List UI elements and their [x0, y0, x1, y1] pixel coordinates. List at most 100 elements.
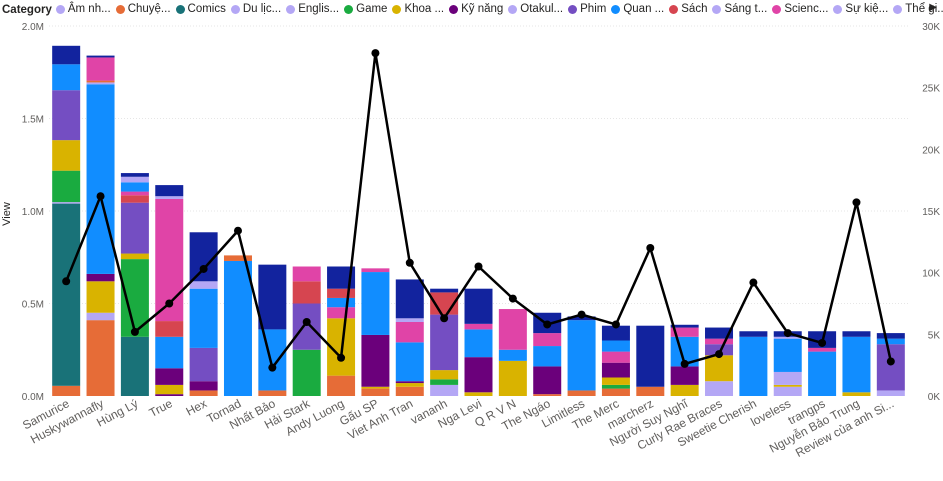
legend-label: Scienc... — [784, 3, 829, 16]
bar-segment — [601, 384, 630, 389]
legend-item[interactable]: Phim — [568, 3, 606, 15]
legend-item[interactable]: Comics — [175, 3, 226, 15]
legend-marker — [611, 4, 621, 14]
bar-segment — [601, 340, 630, 352]
bar-segment — [395, 381, 424, 384]
bar-segment — [464, 323, 493, 330]
bar-segment — [52, 203, 81, 386]
bar-segment — [395, 322, 424, 343]
bar-segment — [395, 342, 424, 382]
legend-marker — [449, 4, 459, 14]
legend-item[interactable]: Du lịc... — [230, 3, 281, 15]
y2-tick-label: 25K — [922, 84, 940, 95]
bar-segment — [567, 390, 596, 396]
bar-stack — [52, 45, 81, 396]
bar-segment — [773, 386, 802, 396]
legend-item[interactable]: Game — [344, 3, 387, 15]
bar-segment — [842, 392, 871, 396]
bar-segment — [189, 288, 218, 348]
legend-label: Thể gi... — [905, 3, 943, 16]
bar-segment — [739, 331, 768, 337]
legend-item[interactable]: Otakul... — [508, 3, 563, 15]
bar-stack — [601, 325, 630, 396]
bar-segment — [327, 288, 356, 298]
legend-item[interactable]: Chuyệ... — [115, 3, 171, 15]
legend-label: Khoa ... — [404, 3, 445, 16]
legend-marker — [392, 4, 402, 14]
series-point — [577, 310, 586, 319]
bar-segment — [395, 279, 424, 319]
y-tick-label: 1.5M — [22, 115, 44, 126]
series-point — [543, 320, 552, 329]
legend-marker — [712, 4, 722, 14]
series-point — [199, 264, 208, 273]
line-series — [62, 49, 895, 372]
legend-item[interactable]: Sáng t... — [712, 3, 767, 15]
bar-segment — [395, 386, 424, 396]
bar-segment — [120, 336, 149, 396]
bar-segment — [52, 64, 81, 91]
bar-segment — [86, 273, 115, 282]
chevron-right-icon[interactable]: ▶ — [929, 2, 937, 13]
legend-item[interactable]: Quan ... — [611, 3, 664, 15]
bar-segment — [636, 386, 665, 396]
bar-segment — [842, 336, 871, 393]
legend-item[interactable]: Scienc... — [772, 3, 828, 15]
series-point — [371, 49, 380, 58]
bar-stack — [636, 325, 665, 396]
series-point — [165, 299, 174, 308]
bar-segment — [189, 381, 218, 391]
series-point — [818, 338, 827, 347]
y2-tick-label: 0K — [928, 392, 941, 403]
legend-item[interactable]: Kỹ năng — [449, 3, 503, 15]
legend-marker — [508, 4, 518, 14]
y-tick-label: 0.0M — [22, 392, 44, 403]
bar-segment — [223, 260, 252, 396]
bar-segment — [430, 288, 459, 293]
y2-tick-label: 10K — [922, 269, 940, 280]
bar-segment — [258, 329, 287, 391]
bar-segment — [430, 379, 459, 385]
bar-segment — [120, 182, 149, 192]
legend-marker — [833, 4, 843, 14]
legend-item[interactable]: Âm nh... — [55, 3, 111, 15]
bar-segment — [842, 331, 871, 337]
y2-tick-label: 15K — [922, 207, 940, 218]
bar-segment — [808, 351, 837, 396]
y2-axis: 0K 5K 10K 15K 20K 25K 30K — [922, 22, 940, 403]
series-point — [268, 363, 277, 372]
bar-segment — [258, 264, 287, 330]
series-point — [852, 198, 861, 207]
legend-marker — [568, 4, 578, 14]
bar-segment — [120, 202, 149, 254]
y-axis-title: View — [1, 202, 13, 226]
legend: Category Âm nh... Chuyệ... Comics Du lịc...… — [2, 2, 943, 18]
bar-segment — [430, 384, 459, 396]
bar-segment — [155, 368, 184, 385]
bar-segment — [430, 370, 459, 380]
legend-item[interactable]: Sự kiệ... — [833, 3, 888, 15]
series-point — [886, 357, 895, 366]
legend-item[interactable]: Khoa ... — [392, 3, 444, 15]
series-point — [405, 258, 414, 267]
x-tick-label: True — [147, 396, 175, 420]
y2-tick-label: 30K — [922, 22, 940, 33]
bar-segment — [430, 314, 459, 371]
bar-segment — [258, 390, 287, 396]
bar-segment — [533, 333, 562, 347]
bar-stack — [361, 268, 390, 396]
legend-item[interactable]: Thể gi... — [893, 3, 943, 15]
series-point — [233, 226, 242, 235]
legend-item[interactable]: Sách — [669, 3, 707, 15]
legend-item[interactable]: Englis... — [286, 3, 339, 15]
legend-label: Otakul... — [520, 3, 564, 16]
y2-tick-label: 20K — [922, 145, 940, 156]
bar-segment — [327, 266, 356, 289]
bar-segment — [464, 288, 493, 324]
bar-segment — [567, 320, 596, 391]
bar-segment — [601, 388, 630, 396]
bar-segment — [52, 202, 81, 204]
legend-marker — [55, 4, 65, 14]
